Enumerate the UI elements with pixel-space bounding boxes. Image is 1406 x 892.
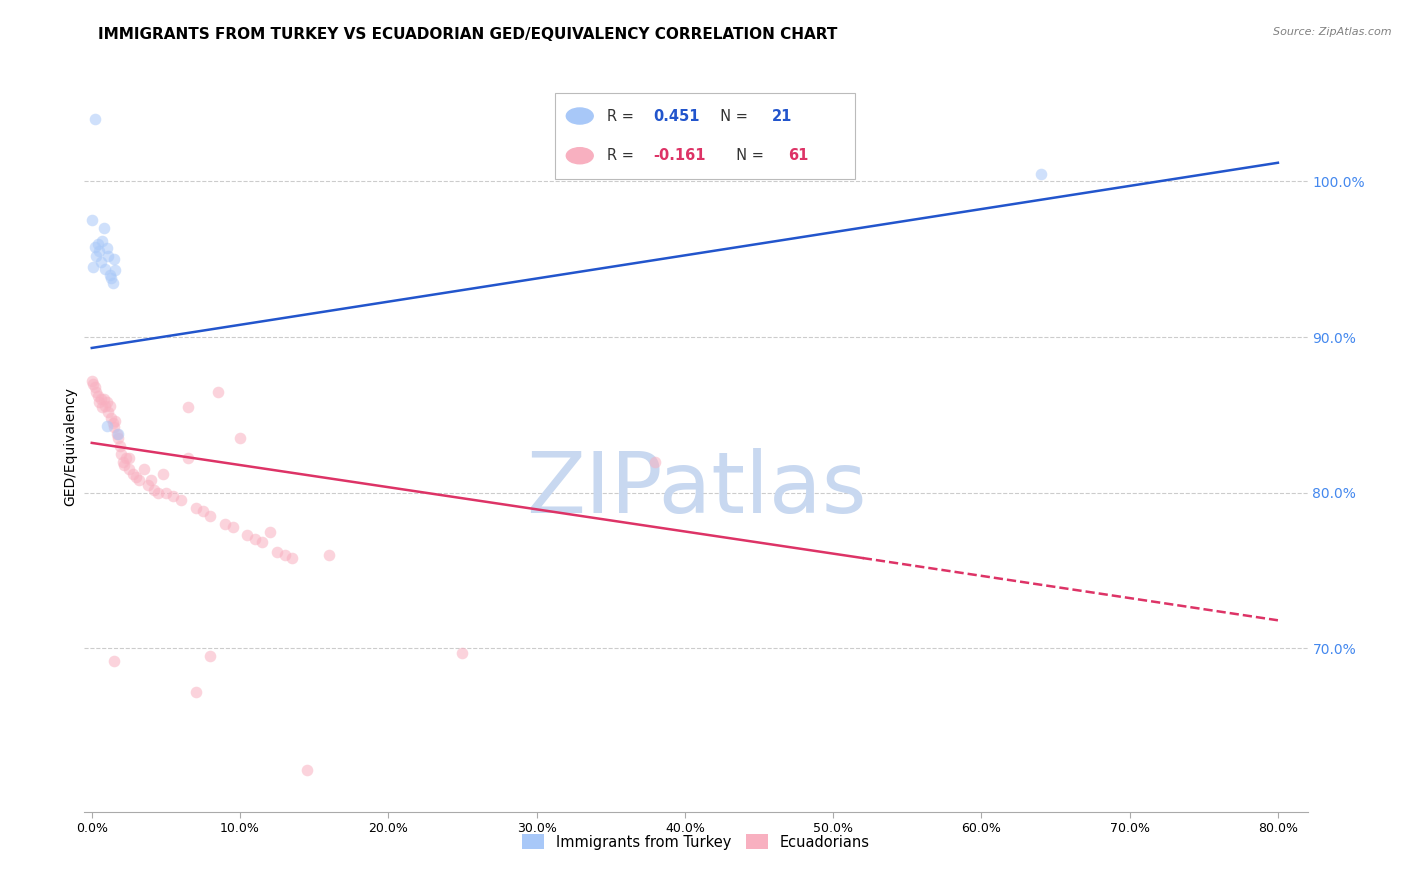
Point [82,376,104,391]
Point [97,249,120,263]
Point [295,763,318,777]
Point [83,240,105,254]
Point [128,473,150,487]
Point [162,489,184,503]
Point [136,478,159,492]
Point [80,374,103,388]
Point [107,426,129,441]
Point [105,426,128,441]
Point [191,504,214,518]
Point [96,241,118,255]
Point [101,276,124,290]
Point [170,493,193,508]
Legend: Immigrants from Turkey, Ecuadorians: Immigrants from Turkey, Ecuadorians [516,829,876,855]
Point [83,112,105,127]
Point [82,260,104,274]
Point [93,221,115,235]
Point [94,399,117,413]
Point [214,516,236,531]
Point [207,384,229,399]
Point [111,454,134,468]
Point [1029,167,1052,181]
Text: 0.451: 0.451 [654,109,700,123]
Point [177,451,200,466]
Point [125,470,148,484]
Point [184,501,207,516]
Point [97,405,120,419]
Text: -0.161: -0.161 [654,148,706,163]
Point [115,451,138,466]
Point [451,646,474,660]
Point [266,545,288,559]
Circle shape [567,148,593,164]
Point [200,509,222,524]
Point [281,551,304,566]
Point [139,473,162,487]
Point [200,649,222,664]
Point [84,249,107,263]
Point [184,685,207,699]
Point [86,236,108,251]
Point [108,439,131,453]
Point [148,485,170,500]
Point [98,268,121,282]
Text: ZIPatlas: ZIPatlas [526,449,866,532]
Point [83,380,105,394]
Point [112,458,135,472]
Point [152,467,174,481]
Point [273,548,295,562]
Point [122,467,145,481]
Point [318,548,340,562]
Text: R =: R = [606,148,638,163]
Point [104,414,127,428]
Point [236,527,259,541]
Point [96,395,118,409]
Point [177,400,200,414]
FancyBboxPatch shape [555,93,855,179]
Text: 21: 21 [772,109,792,123]
Point [93,392,115,407]
Point [644,454,666,468]
Y-axis label: GED/Equivalency: GED/Equivalency [63,386,77,506]
Point [259,524,281,539]
Point [229,431,252,445]
Point [103,420,125,434]
Point [84,384,107,399]
Point [91,400,114,414]
Text: 61: 61 [787,148,808,163]
Point [143,483,166,497]
Text: N =: N = [710,109,752,123]
Text: R =: R = [606,109,638,123]
Point [90,392,112,407]
Point [155,485,177,500]
Point [101,416,124,430]
Text: Source: ZipAtlas.com: Source: ZipAtlas.com [1274,27,1392,37]
Point [86,389,108,403]
Point [132,462,155,476]
Point [118,451,141,466]
Point [118,462,141,476]
Point [100,411,122,425]
Point [221,520,243,534]
Point [94,261,117,276]
Text: IMMIGRANTS FROM TURKEY VS ECUADORIAN GED/EQUIVALENCY CORRELATION CHART: IMMIGRANTS FROM TURKEY VS ECUADORIAN GED… [98,27,838,42]
Text: N =: N = [727,148,768,163]
Point [89,244,111,259]
Point [110,447,132,461]
Point [80,213,103,227]
Point [252,535,274,549]
Point [103,252,125,267]
Point [104,263,127,277]
Point [103,654,125,668]
Point [243,533,266,547]
Point [107,431,129,445]
Point [100,271,122,285]
Point [91,234,114,248]
Circle shape [567,108,593,124]
Point [89,395,111,409]
Point [96,418,118,433]
Point [90,255,112,269]
Point [98,399,121,413]
